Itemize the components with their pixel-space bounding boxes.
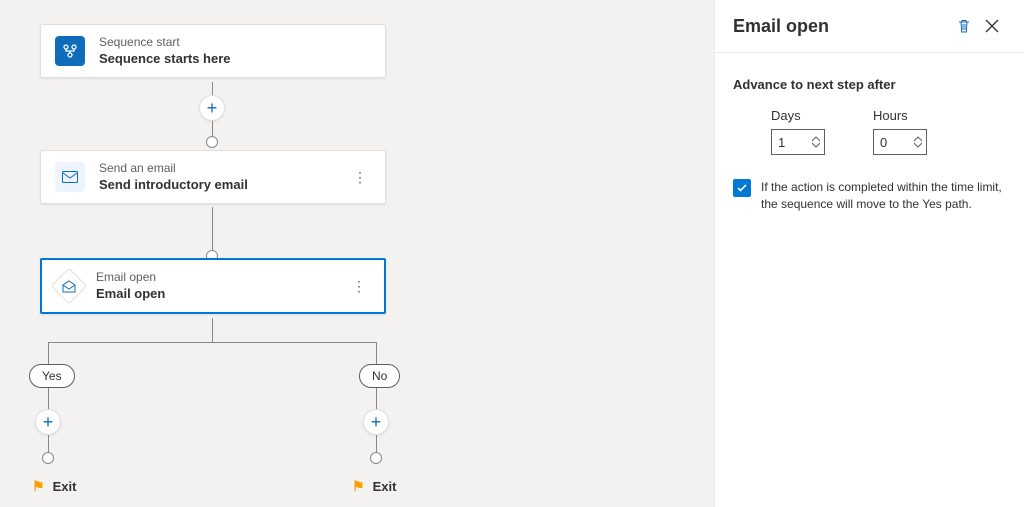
fields-row: Days 1 Hours 0 [771, 108, 1006, 155]
days-field: Days 1 [771, 108, 825, 155]
advance-label: Advance to next step after [733, 77, 1006, 92]
sequence-start-icon [55, 36, 85, 66]
side-panel: Email open Advance to next step after Da… [714, 0, 1024, 507]
panel-header: Email open [715, 0, 1024, 53]
add-step-button[interactable]: + [199, 95, 225, 121]
add-step-no-button[interactable]: + [363, 409, 389, 435]
node-send-email[interactable]: Send an email Send introductory email ⋮ [40, 150, 386, 204]
connector [212, 207, 213, 251]
flag-icon: ⚑ [352, 478, 365, 495]
mail-icon [55, 162, 85, 192]
days-label: Days [771, 108, 825, 123]
hours-stepper[interactable]: 0 [873, 129, 927, 155]
connector [48, 388, 49, 410]
connector [212, 82, 213, 96]
node-title: Email open [96, 286, 165, 303]
open-mail-icon [51, 268, 88, 305]
yes-path-checkbox[interactable] [733, 179, 751, 197]
exit-no[interactable]: ⚑ Exit [352, 478, 396, 495]
hours-label: Hours [873, 108, 927, 123]
node-category: Send an email [99, 161, 248, 177]
join-circle [370, 452, 382, 464]
node-text: Send an email Send introductory email [99, 161, 248, 193]
days-stepper[interactable]: 1 [771, 129, 825, 155]
connector [212, 318, 213, 342]
node-category: Sequence start [99, 35, 231, 51]
add-step-yes-button[interactable]: + [35, 409, 61, 435]
panel-body: Advance to next step after Days 1 Hours … [715, 53, 1024, 213]
branch-yes-pill[interactable]: Yes [29, 364, 75, 388]
days-value: 1 [778, 135, 785, 150]
stepper-arrows-icon[interactable] [812, 136, 820, 148]
connector [48, 342, 376, 343]
hours-field: Hours 0 [873, 108, 927, 155]
branch-no-pill[interactable]: No [359, 364, 400, 388]
delete-icon[interactable] [950, 12, 978, 40]
checkbox-row: If the action is completed within the ti… [733, 179, 1006, 213]
join-circle [42, 452, 54, 464]
connector [376, 342, 377, 364]
connector [376, 435, 377, 453]
connector [48, 435, 49, 453]
close-icon[interactable] [978, 12, 1006, 40]
exit-yes[interactable]: ⚑ Exit [32, 478, 76, 495]
node-text: Email open Email open [96, 270, 165, 302]
panel-title: Email open [733, 16, 950, 37]
flag-icon: ⚑ [32, 478, 45, 495]
hours-value: 0 [880, 135, 887, 150]
node-sequence-start[interactable]: Sequence start Sequence starts here [40, 24, 386, 78]
connector [212, 121, 213, 137]
join-circle [206, 136, 218, 148]
node-title: Send introductory email [99, 177, 248, 194]
flow-canvas: Sequence start Sequence starts here + Se… [0, 0, 714, 507]
connector [48, 342, 49, 364]
node-email-open[interactable]: Email open Email open ⋮ [40, 258, 386, 314]
checkbox-text: If the action is completed within the ti… [761, 179, 1006, 213]
exit-label: Exit [53, 479, 77, 494]
node-title: Sequence starts here [99, 51, 231, 68]
exit-label: Exit [373, 479, 397, 494]
node-category: Email open [96, 270, 165, 286]
node-text: Sequence start Sequence starts here [99, 35, 231, 67]
connector [376, 388, 377, 410]
stepper-arrows-icon[interactable] [914, 136, 922, 148]
